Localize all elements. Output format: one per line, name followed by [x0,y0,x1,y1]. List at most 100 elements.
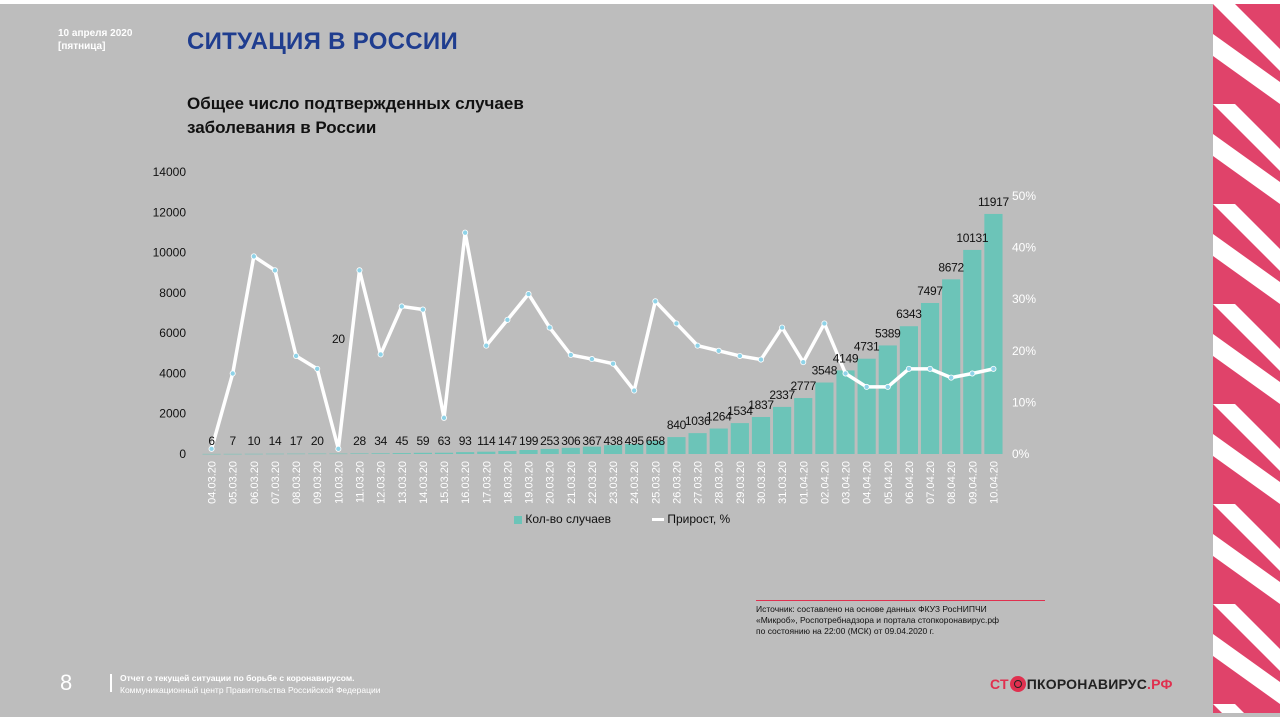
y-left-tick-label: 6000 [159,326,186,340]
bar [308,453,327,455]
bar [942,279,961,454]
bar-value-label: 4149 [833,351,859,365]
growth-point [588,356,595,363]
bar-value-label: 17 [290,434,303,448]
x-tick-label: 04.04.20 [862,461,874,504]
top-bar [0,0,1280,4]
x-tick-label: 15.03.20 [439,461,451,504]
bar-value-label: 1264 [706,410,732,424]
y-left-tick-label: 12000 [153,205,187,219]
bar-value-label: 2777 [791,379,817,393]
x-tick-label: 02.04.20 [819,461,831,504]
x-tick-label: 14.03.20 [418,461,430,504]
growth-point [969,370,976,377]
bar-value-label: 59 [417,434,430,448]
y-right-tick-label: 0% [1012,447,1030,461]
bar-value-label: 93 [459,434,472,448]
x-tick-label: 07.04.20 [925,461,937,504]
bar-value-label: 28 [353,434,366,448]
logo-part-3: .РФ [1147,676,1173,692]
growth-point [441,414,448,421]
bar [350,453,369,454]
bar-value-label: 1534 [727,404,753,418]
growth-point [673,320,680,327]
legend-bars: Кол-во случаев [514,512,611,526]
growth-line [209,230,994,451]
growth-point [610,360,617,367]
y-left-tick-label: 4000 [159,366,186,380]
legend-line-swatch [652,518,664,522]
x-tick-label: 11.03.20 [354,461,366,503]
bar-value-label: 8672 [938,260,964,274]
bar [984,213,1003,454]
bar [434,452,454,454]
bar [857,358,876,454]
growth-point [293,352,300,359]
bar [794,398,813,454]
source-line-2: «Микроб», Роспотребнадзора и портала сто… [756,615,1000,625]
footer-line-1: Отчет о текущей ситуации по борьбе с кор… [120,673,355,683]
bar-value-label: 20 [332,332,345,346]
page-number: 8 [60,670,73,695]
bar [392,453,411,454]
growth-point [757,356,764,363]
growth-point [335,445,342,452]
growth-point [250,253,257,260]
growth-point [504,316,511,323]
x-tick-label: 23.03.20 [608,461,620,504]
source-divider [756,600,1045,601]
x-tick-label: 01.04.20 [798,461,810,504]
bar-value-label: 5389 [875,326,901,340]
bar [223,453,242,455]
growth-point [229,370,236,377]
y-left-tick-label: 14000 [153,165,187,179]
growth-point [483,342,490,349]
source-note: Источник: составлено на основе данных ФК… [756,604,1056,637]
growth-point [736,352,743,359]
x-tick-label: 17.03.20 [481,461,493,504]
growth-point [525,291,532,298]
x-tick-label: 13.03.20 [397,461,409,504]
bar [519,449,538,454]
x-tick-label: 05.04.20 [883,461,895,504]
growth-point [948,374,955,381]
bar [667,437,686,454]
x-tick-label: 20.03.20 [545,461,557,504]
chart-title: Общее число подтвержденных случаев забол… [187,94,524,137]
growth-point [715,347,722,354]
x-tick-label: 03.04.20 [841,461,853,504]
x-tick-label: 24.03.20 [629,461,641,504]
growth-point [314,365,321,372]
bar [540,448,559,454]
y-right-tick-label: 20% [1012,344,1036,358]
x-tick-label: 25.03.20 [650,461,662,504]
bar [329,453,348,455]
growth-point [652,298,659,305]
growth-point [546,324,553,331]
bar-value-label: 14 [269,434,282,448]
bar [751,416,771,454]
y-left-tick-label: 2000 [159,407,186,421]
stopcoronavirus-logo: СТ ПКОРОНАВИРУС.РФ [990,676,1173,692]
x-tick-label: 16.03.20 [460,461,472,504]
bar [773,406,792,454]
bar [498,451,517,454]
growth-point [567,351,574,358]
bar-value-label: 199 [519,434,539,448]
growth-point [863,383,870,390]
bar [371,453,390,454]
bar-value-label: 7497 [917,284,943,298]
footer-credits: Отчет о текущей ситуации по борьбе с кор… [120,672,380,696]
bar-value-label: 10 [247,434,260,448]
bar [287,453,306,455]
x-tick-label: 10.04.20 [988,461,1000,504]
x-tick-label: 26.03.20 [671,461,683,504]
growth-point [800,359,807,366]
decorative-stripes [1213,4,1280,713]
x-tick-label: 21.03.20 [566,461,578,504]
growth-point [821,320,828,327]
y-left-tick-label: 8000 [159,286,186,300]
bar-value-label: 20 [311,434,324,448]
y-right-tick-label: 40% [1012,241,1036,255]
x-tick-label: 30.03.20 [756,461,768,504]
